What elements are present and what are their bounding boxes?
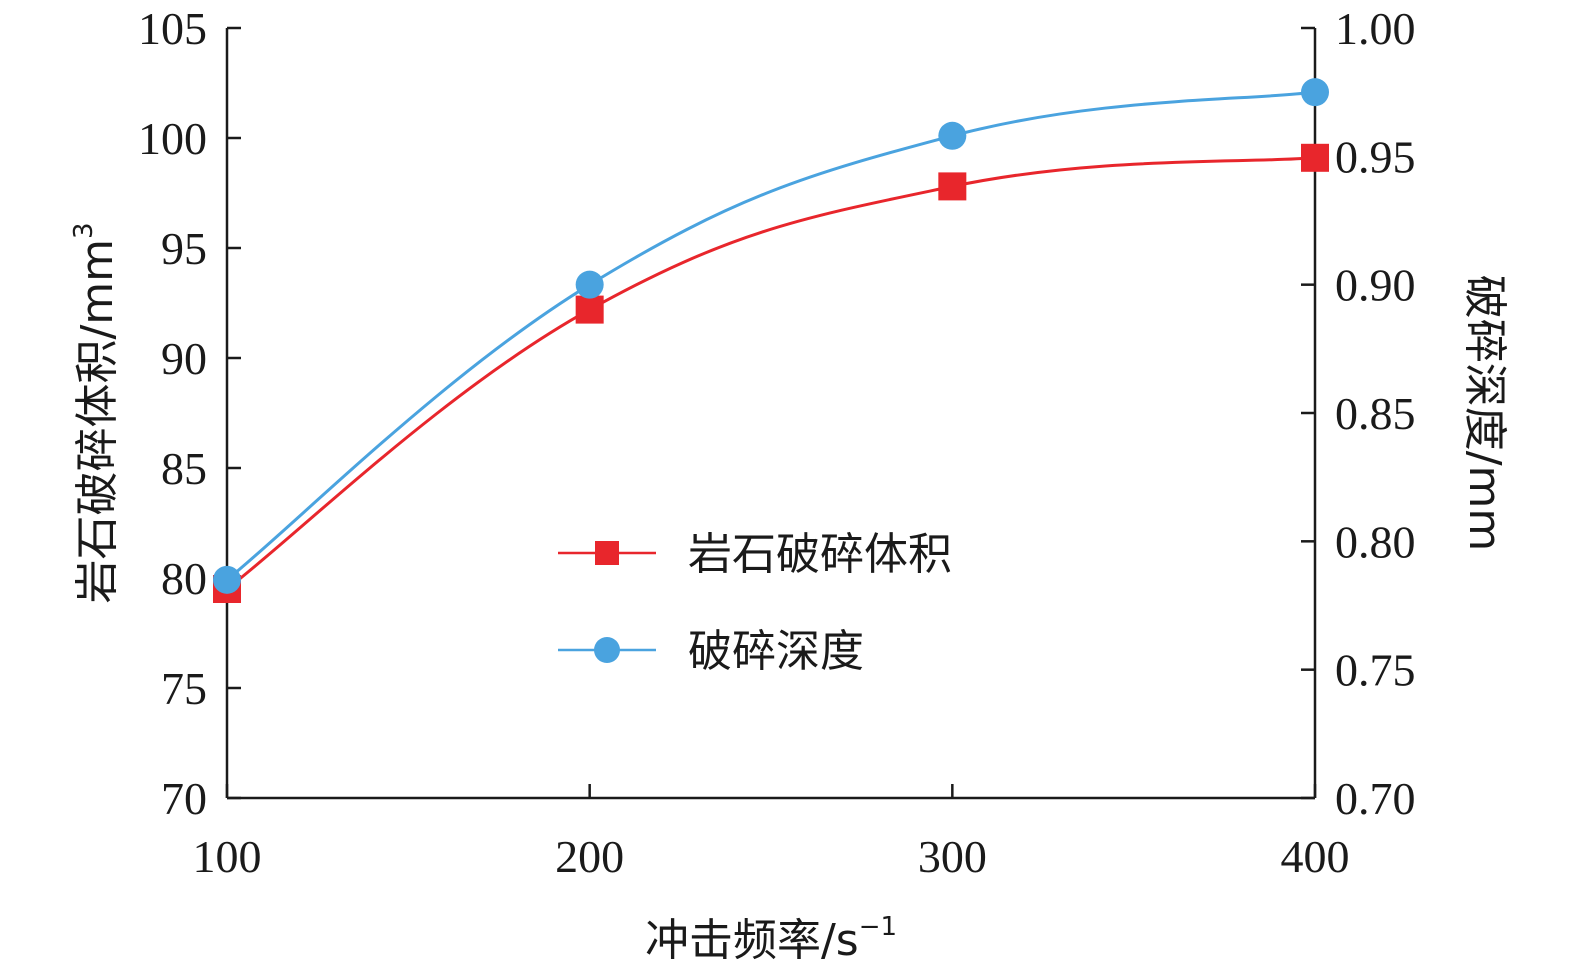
legend-marker-square — [595, 541, 619, 565]
series-line-1 — [226, 156, 1316, 591]
x-tick-label: 200 — [555, 831, 624, 882]
legend-item-series1: 岩石破碎体积 — [558, 529, 952, 580]
data-point-square — [575, 295, 604, 324]
data-point-circle — [1301, 78, 1329, 107]
right-y-tick-label: 0.70 — [1335, 773, 1416, 824]
data-point-circle — [213, 565, 241, 594]
right-y-tick-label: 1.00 — [1335, 3, 1416, 54]
legend: 岩石破碎体积 破碎深度 — [558, 529, 952, 677]
data-point-circle — [575, 270, 604, 299]
x-tick-label: 400 — [1281, 831, 1350, 882]
right-y-tick-label: 0.85 — [1335, 388, 1416, 439]
right-y-tick-label: 0.80 — [1335, 516, 1416, 567]
x-tick-label: 300 — [918, 831, 987, 882]
series-layer — [213, 78, 1329, 603]
right-y-tick-label: 0.90 — [1335, 260, 1416, 311]
x-ticks: 100 200 300 400 — [193, 784, 1350, 882]
left-y-ticks: 70 75 80 85 90 95 100 105 — [138, 3, 241, 824]
right-y-tick-label: 0.75 — [1335, 645, 1416, 696]
left-y-tick-label: 100 — [138, 113, 207, 164]
legend-label-series1: 岩石破碎体积 — [688, 529, 952, 580]
data-point-circle — [938, 121, 967, 150]
left-y-tick-label: 90 — [161, 333, 207, 384]
left-y-axis-title: 岩石破碎体积/mm3 — [69, 222, 123, 603]
right-y-tick-label: 0.95 — [1335, 131, 1416, 182]
legend-item-series2: 破碎深度 — [558, 626, 864, 677]
left-y-tick-label: 75 — [161, 663, 207, 714]
x-tick-label: 100 — [193, 831, 262, 882]
right-y-ticks: 0.70 0.75 0.80 0.85 0.90 0.95 1.00 — [1301, 3, 1416, 824]
legend-label-series2: 破碎深度 — [688, 626, 864, 677]
left-y-tick-label: 105 — [138, 3, 207, 54]
left-y-tick-label: 70 — [161, 773, 207, 824]
left-y-tick-label: 80 — [161, 553, 207, 604]
data-point-square — [938, 172, 967, 201]
right-y-axis-title: 破碎深度/mm — [1459, 275, 1510, 552]
legend-marker-circle — [594, 637, 620, 663]
data-point-square — [1301, 143, 1329, 172]
series-line-2 — [226, 90, 1316, 581]
x-axis-title: 冲击频率/s−1 — [645, 912, 897, 966]
left-y-tick-label: 85 — [161, 443, 207, 494]
left-y-tick-label: 95 — [161, 223, 207, 274]
